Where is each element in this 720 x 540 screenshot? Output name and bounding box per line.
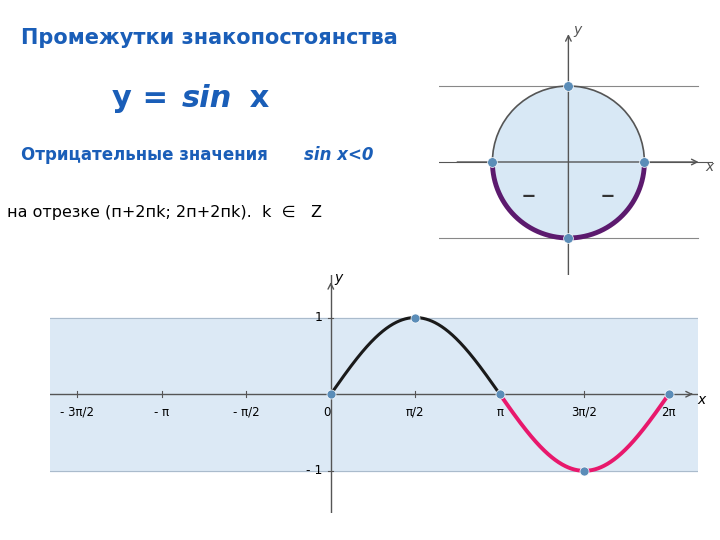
Text: Промежутки знакопостоянства: Промежутки знакопостоянства [21,28,397,48]
Text: 3π/2: 3π/2 [572,406,598,419]
Text: y: y [334,271,342,285]
Text: y: y [574,23,582,37]
Text: x: x [238,84,269,113]
Text: sin x<0: sin x<0 [305,146,374,164]
Text: x: x [705,160,714,174]
Text: π/2: π/2 [406,406,425,419]
Text: - 1: - 1 [306,464,322,477]
Text: на отрезке (п+2пk; 2п+2пk).  k  ∈   Z: на отрезке (п+2пk; 2п+2пk). k ∈ Z [7,205,323,220]
Bar [50,318,698,471]
Text: 2π: 2π [662,406,676,419]
Text: y =: y = [112,84,179,113]
Ellipse shape [492,86,644,238]
Text: 1: 1 [315,311,322,324]
Text: 0: 0 [323,406,330,419]
Text: - π: - π [154,406,169,419]
Text: - 3π/2: - 3π/2 [60,406,94,419]
Text: sin: sin [182,84,233,113]
Text: π: π [496,406,503,419]
Text: Отрицательные значения: Отрицательные значения [21,146,274,164]
Text: - π/2: - π/2 [233,406,260,419]
Text: –: – [601,182,615,210]
Text: x: x [698,393,706,407]
Text: –: – [522,182,536,210]
